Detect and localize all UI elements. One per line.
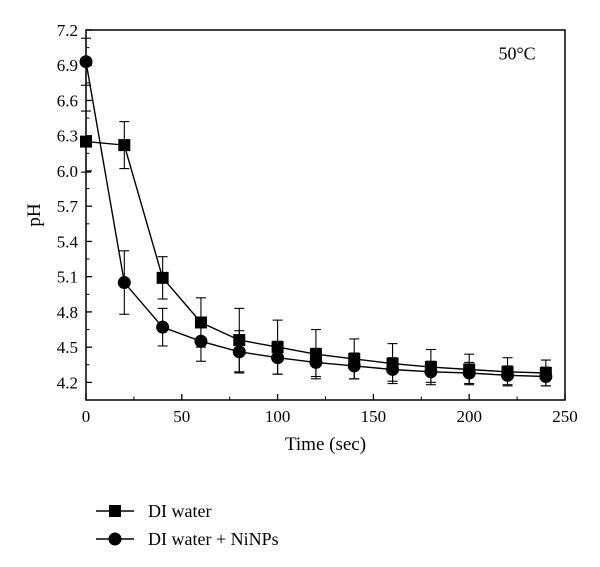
data-point-circle: [347, 359, 361, 373]
data-point-circle: [539, 370, 553, 384]
legend-marker-circle: [108, 532, 122, 546]
plot-frame: [85, 29, 566, 401]
data-point-circle: [501, 368, 515, 382]
data-point-square: [80, 135, 92, 148]
y-tick-label: 6.3: [57, 127, 78, 146]
legend-marker-square: [109, 505, 121, 517]
legend-label-1: DI water: [148, 501, 211, 521]
y-tick-label: 4.2: [57, 373, 78, 392]
x-tick-label: 200: [456, 407, 482, 426]
data-point-square: [156, 271, 169, 284]
data-point-circle: [309, 355, 323, 369]
legend-label-2: DI water + NiNPs: [148, 529, 279, 549]
x-tick-label: 0: [82, 407, 91, 426]
data-point-circle: [232, 345, 246, 359]
x-tick-label: 100: [265, 407, 291, 426]
y-tick-label: 4.5: [57, 338, 78, 357]
y-tick-label: 6.6: [57, 91, 78, 110]
data-point-circle: [194, 334, 208, 348]
y-tick-label: 4.8: [57, 303, 78, 322]
x-tick-label: 50: [173, 407, 190, 426]
x-tick-label: 250: [552, 407, 578, 426]
y-axis-title: pH: [24, 203, 45, 227]
data-point-circle: [271, 351, 285, 365]
legend: DI water DI water + NiNPs: [96, 501, 279, 549]
y-tick-label: 5.4: [57, 232, 79, 251]
data-point-circle: [424, 365, 438, 379]
data-point-circle: [156, 320, 170, 334]
y-tick-label: 5.7: [57, 197, 79, 216]
annotation-temperature: 50°C: [498, 43, 535, 63]
data-point-circle: [117, 276, 131, 290]
data-point-circle: [462, 366, 476, 380]
data-point-circle: [386, 362, 400, 376]
data-point-circle: [79, 55, 93, 69]
x-axis-title: Time (sec): [285, 434, 366, 455]
data-point-square: [118, 139, 131, 152]
x-tick-label: 150: [361, 407, 387, 426]
y-tick-label: 6.0: [57, 162, 78, 181]
plot-area: 0 50 100 150 200 250 4.2 4.5 4.8 5.1 5.4 5.7 6.0 6.3 6…: [57, 21, 578, 426]
y-tick-label: 5.1: [57, 268, 78, 287]
y-tick-label: 7.2: [57, 21, 78, 40]
y-tick-label: 6.9: [57, 56, 78, 75]
